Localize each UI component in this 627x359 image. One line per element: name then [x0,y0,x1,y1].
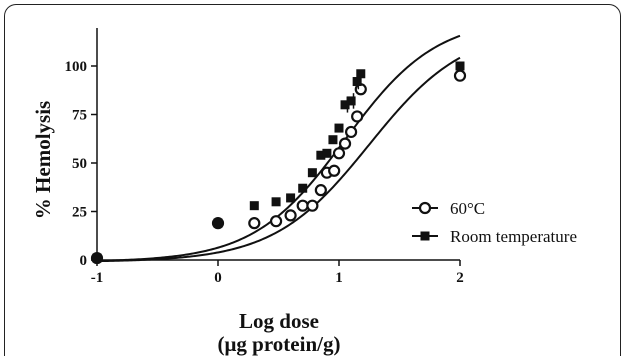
data-point [346,96,356,106]
y-tick-label: 75 [72,108,87,124]
y-tick-label: 100 [65,59,88,75]
x-tick-label: 1 [335,270,343,286]
data-point [338,137,352,150]
legend: 60°C Room temperature [412,199,577,246]
data-point [284,209,297,222]
y-tick-label: 25 [72,205,87,221]
fit-curve [96,56,461,263]
legend-label: 60°C [450,199,485,218]
data-point [249,201,259,211]
data-point [213,218,223,228]
x-tick-label: -1 [91,270,104,286]
y-tick-label: 50 [72,156,87,172]
data-point [271,197,281,207]
x-axis-title-line1: Log dose [239,309,319,333]
x-axis-title-line2: (μg protein/g) [218,332,341,356]
data-point [296,199,309,212]
data-point [322,148,332,158]
data-point [356,69,366,79]
data-point [332,147,346,160]
data-point [298,183,308,193]
data-point [455,61,465,71]
legend-label: Room temperature [450,227,577,246]
legend-marker [418,201,432,215]
y-axis-title: % Hemolysis [31,101,55,219]
x-tick-label: 0 [214,270,222,286]
data-point [453,69,467,82]
data-point [92,253,102,263]
data-point [286,193,296,203]
data-points [90,61,467,265]
legend-marker [420,231,430,241]
y-tick-label: 0 [80,253,88,269]
data-point [351,110,364,123]
fit-curve [96,34,461,262]
x-tick-label: 2 [456,270,464,286]
fit-curves [96,34,461,263]
data-point [306,199,319,212]
data-point [314,184,327,197]
data-point [340,100,350,110]
data-point [269,215,283,228]
data-point [307,168,317,178]
data-point [334,123,344,133]
data-point [316,150,326,160]
data-point [328,164,341,177]
data-point [328,135,338,145]
data-point [352,77,362,87]
data-point [248,217,261,230]
data-point [345,125,358,139]
